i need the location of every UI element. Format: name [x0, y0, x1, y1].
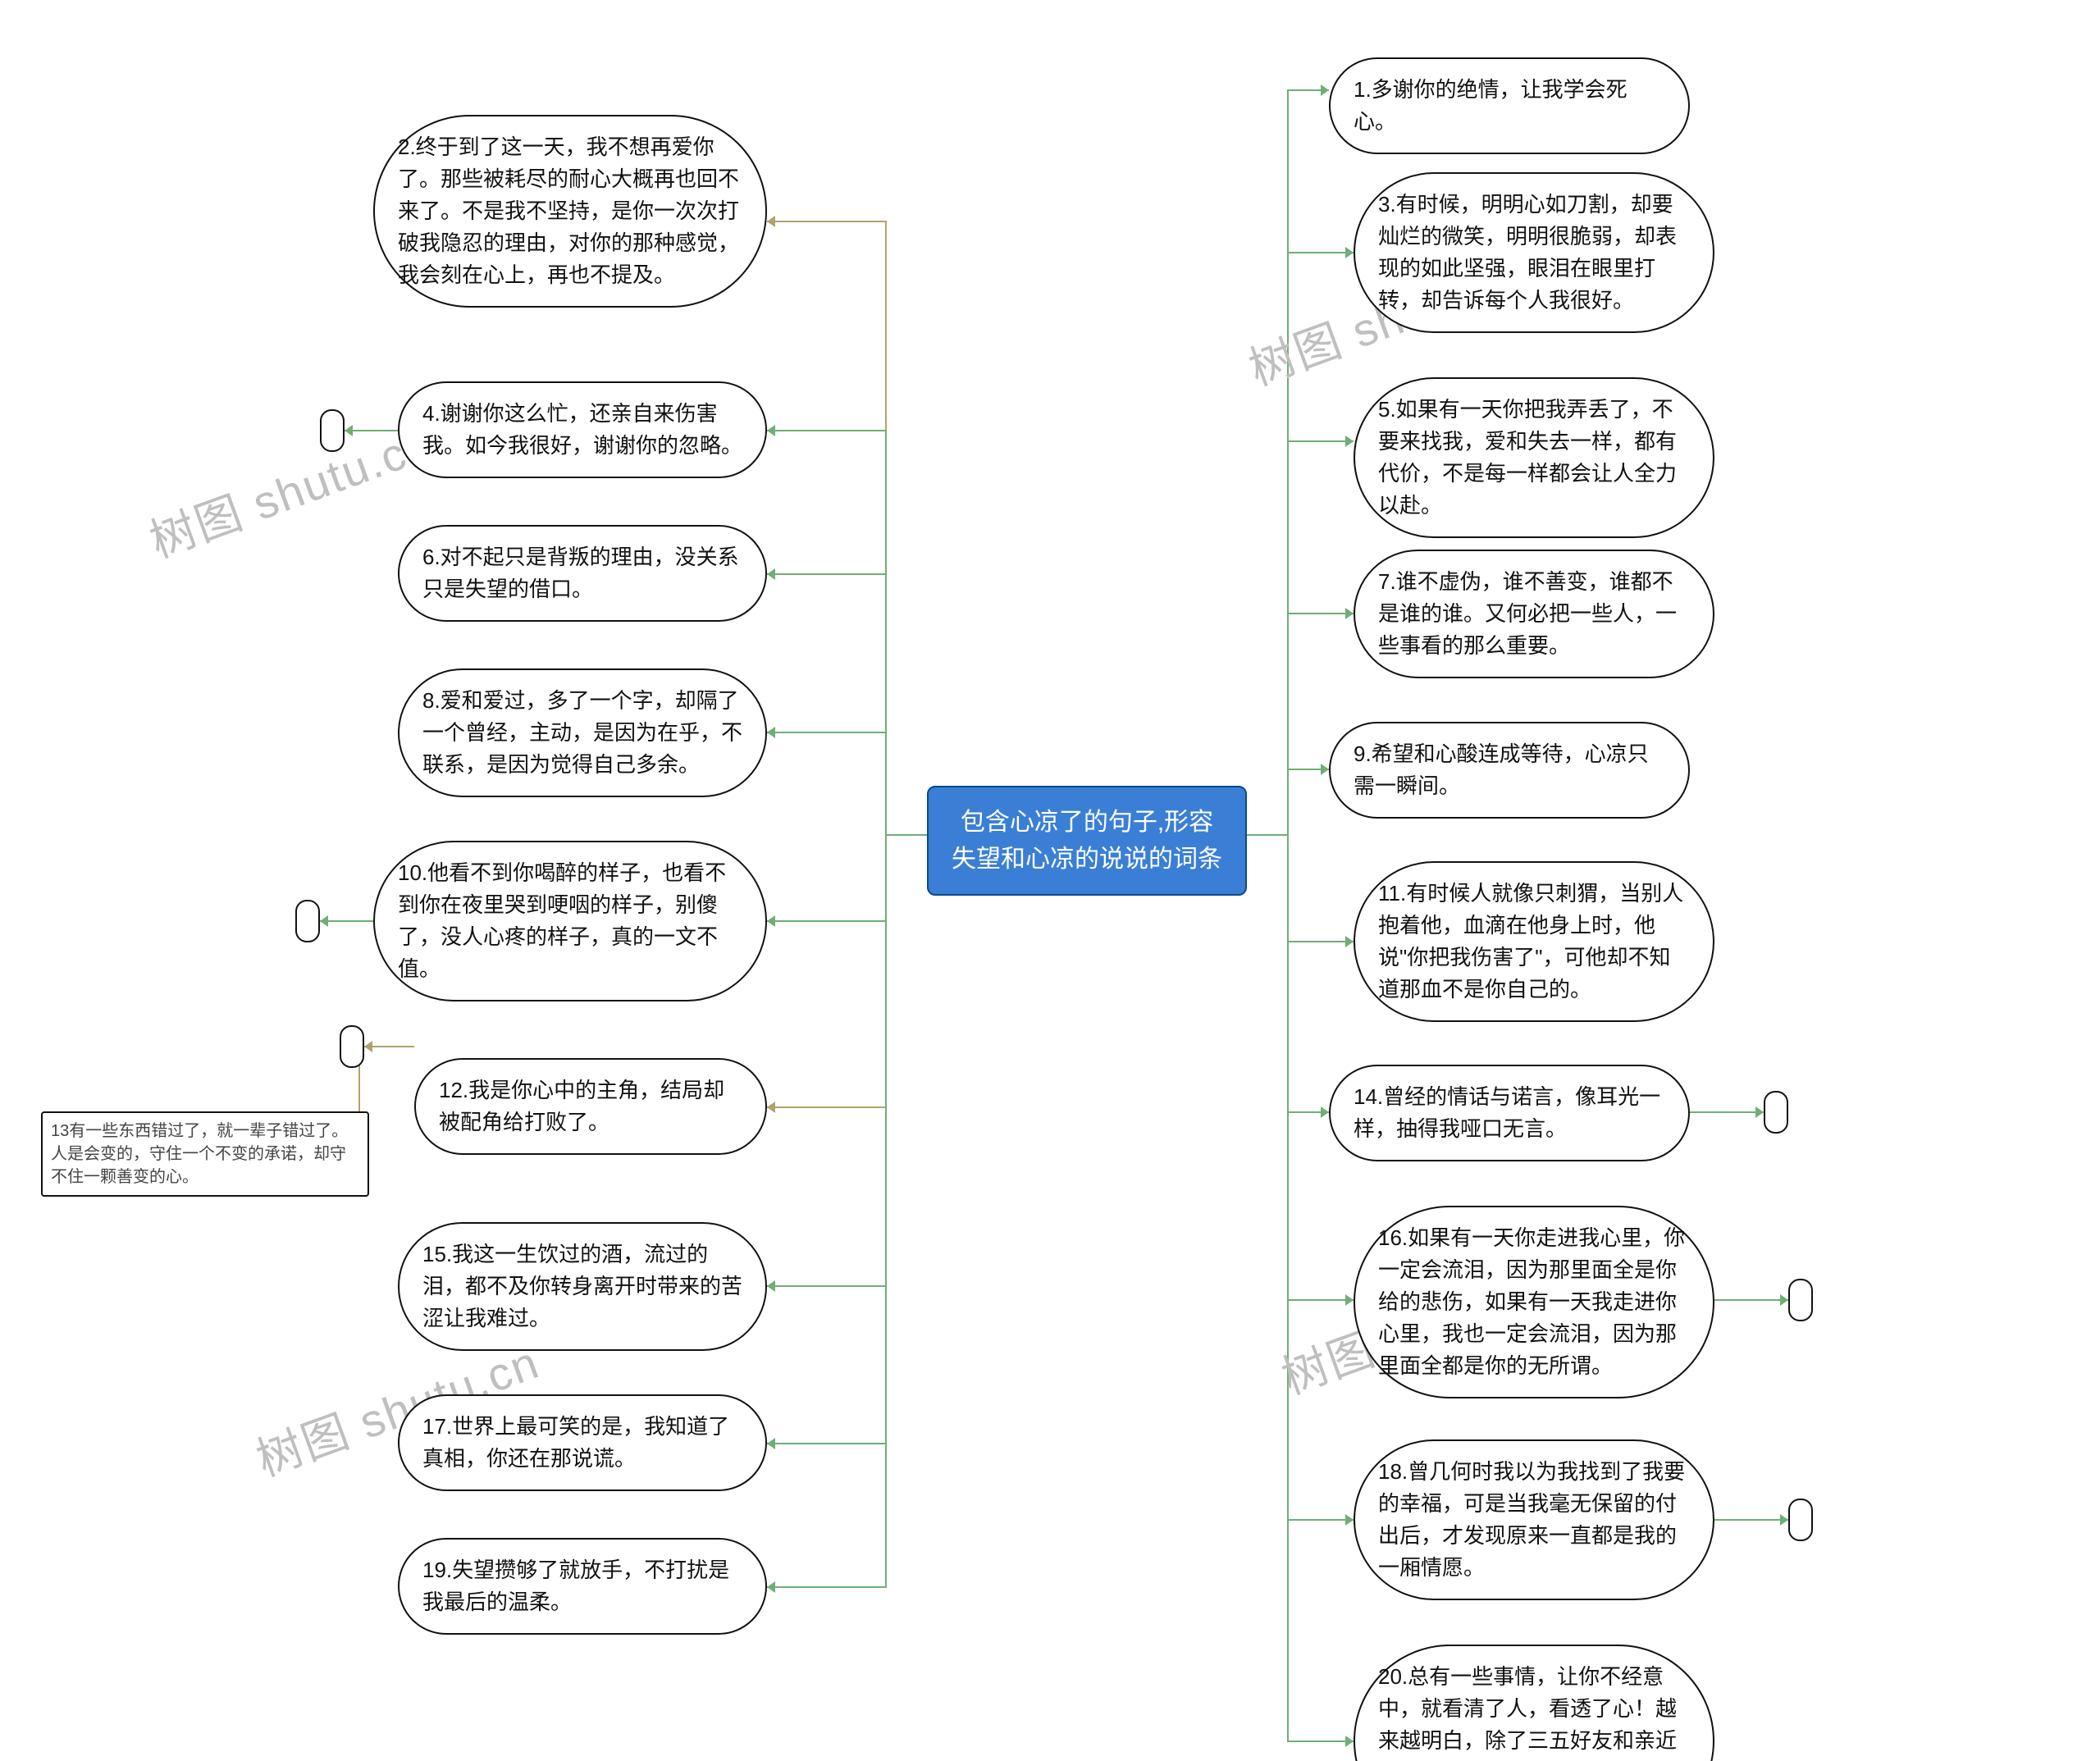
node-18[interactable]: 18.曾几何时我以为我找到了我要的幸福，可是当我毫无保留的付出后，才发现原来一直… — [1354, 1439, 1714, 1600]
node-17[interactable]: 17.世界上最可笑的是，我知道了真相，你还在那说谎。 — [398, 1394, 767, 1491]
node-8[interactable]: 8.爱和爱过，多了一个字，却隔了一个曾经，主动，是因为在乎，不联系，是因为觉得自… — [398, 668, 767, 797]
center-node[interactable]: 包含心凉了的句子,形容失望和心凉的说说的词条 — [927, 786, 1247, 896]
watermark: 树图 shutu.cn — [139, 407, 441, 571]
node-11[interactable]: 11.有时候人就像只刺猬，当别人抱着他，血滴在他身上时，他说"你把我伤害了"，可… — [1354, 861, 1714, 1022]
collapse-stub[interactable] — [1788, 1499, 1813, 1541]
node-3[interactable]: 3.有时候，明明心如刀割，却要灿烂的微笑，明明很脆弱，却表现的如此坚强，眼泪在眼… — [1354, 172, 1714, 333]
collapse-stub[interactable] — [320, 409, 345, 452]
node-9[interactable]: 9.希望和心酸连成等待，心凉只需一瞬间。 — [1329, 722, 1690, 819]
node-16[interactable]: 16.如果有一天你走进我心里，你一定会流泪，因为那里面全是你给的悲伤，如果有一天… — [1354, 1206, 1714, 1398]
node-6[interactable]: 6.对不起只是背叛的理由，没关系只是失望的借口。 — [398, 525, 767, 622]
node-4[interactable]: 4.谢谢你这么忙，还亲自来伤害我。如今我很好，谢谢你的忽略。 — [398, 381, 767, 478]
node-5[interactable]: 5.如果有一天你把我弄丢了，不要来找我，爱和失去一样，都有代价，不是每一样都会让… — [1354, 377, 1714, 538]
node-10[interactable]: 10.他看不到你喝醉的样子，也看不到你在夜里哭到哽咽的样子，别傻了，没人心疼的样… — [373, 841, 767, 1001]
node-14[interactable]: 14.曾经的情话与诺言，像耳光一样，抽得我哑口无言。 — [1329, 1065, 1690, 1161]
node-1[interactable]: 1.多谢你的绝情，让我学会死心。 — [1329, 57, 1690, 154]
node-7[interactable]: 7.谁不虚伪，谁不善变，谁都不是谁的谁。又何必把一些人，一些事看的那么重要。 — [1354, 550, 1714, 678]
node-20[interactable]: 20.总有一些事情，让你不经意中，就看清了人，看透了心！越来越明白，除了三五好友… — [1354, 1645, 1714, 1761]
collapse-stub[interactable] — [1764, 1091, 1788, 1134]
collapse-stub[interactable] — [295, 900, 320, 942]
mindmap-stage: 树图 shutu.cn 树图 shutu.cn 树图 shutu.cn 树图 s… — [0, 0, 2100, 1761]
node-2[interactable]: 2.终于到了这一天，我不想再爱你了。那些被耗尽的耐心大概再也回不来了。不是我不坚… — [373, 115, 767, 308]
collapse-stub[interactable] — [1788, 1279, 1813, 1321]
note-13[interactable]: 13有一些东西错过了，就一辈子错过了。人是会变的，守住一个不变的承诺，却守不住一… — [41, 1111, 369, 1197]
node-19[interactable]: 19.失望攒够了就放手，不打扰是我最后的温柔。 — [398, 1538, 767, 1635]
node-15[interactable]: 15.我这一生饮过的酒，流过的泪，都不及你转身离开时带来的苦涩让我难过。 — [398, 1222, 767, 1351]
collapse-stub[interactable] — [340, 1025, 364, 1068]
node-12[interactable]: 12.我是你心中的主角，结局却被配角给打败了。 — [414, 1058, 767, 1155]
